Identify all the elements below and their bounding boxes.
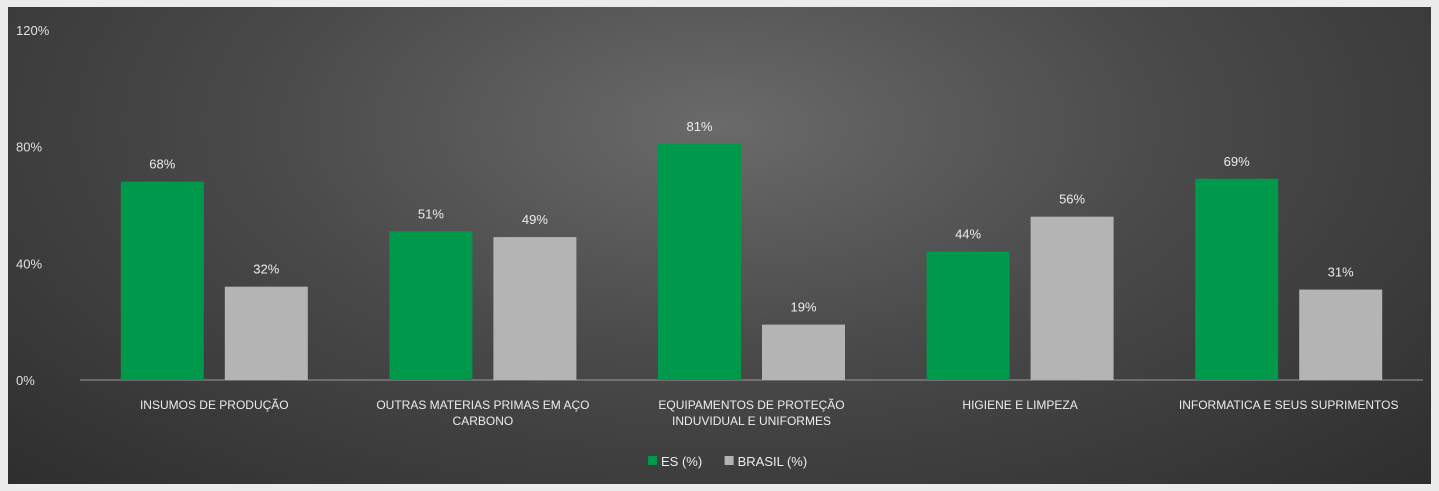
bar-brasil [224,286,308,380]
data-label: 19% [790,300,816,315]
bar-es [389,231,473,380]
bar-brasil [493,237,577,380]
legend-swatch-es [648,456,657,465]
x-category-label: OUTRAS MATERIAS PRIMAS EM AÇO [376,398,589,412]
x-category-label: INDUVIDUAL E UNIFORMES [672,414,831,428]
legend-label-brasil: BRASIL (%) [738,454,808,469]
bar-brasil [762,324,845,380]
data-label: 68% [149,157,175,172]
data-label: 49% [522,212,548,227]
x-category-label: INSUMOS DE PRODUÇÃO [140,398,289,412]
x-category-label: CARBONO [453,414,514,428]
data-label: 31% [1328,265,1354,280]
bar-es [658,143,741,380]
bar-es [926,251,1010,380]
legend-swatch-brasil [724,456,734,465]
chart-area: 0% 40% 80% 120% 68% 32% INSUMOS DE PRODUÇÃO 51%… [8,7,1431,484]
y-tick-label: 0% [16,373,35,388]
data-label: 44% [955,227,981,242]
data-label: 56% [1059,192,1085,207]
bar-brasil [1299,289,1383,380]
bar-es [120,181,204,380]
data-label: 51% [418,206,444,221]
bar-chart: 0% 40% 80% 120% 68% 32% INSUMOS DE PRODUÇÃO 51%… [16,23,1423,469]
x-category-label: HIGIENE E LIMPEZA [962,398,1077,412]
data-label: 32% [253,262,279,277]
legend-label-es: ES (%) [661,454,702,469]
y-tick-label: 120% [16,23,50,38]
x-category-label: INFORMATICA E SEUS SUPRIMENTOS [1179,398,1399,412]
bar-es [1195,178,1279,380]
y-tick-label: 40% [16,256,42,271]
x-category-label: EQUIPAMENTOS DE PROTEÇÃO [658,398,844,412]
bar-brasil [1030,216,1114,380]
y-tick-label: 80% [16,140,42,155]
data-label: 69% [1224,154,1250,169]
data-label: 81% [686,119,712,134]
